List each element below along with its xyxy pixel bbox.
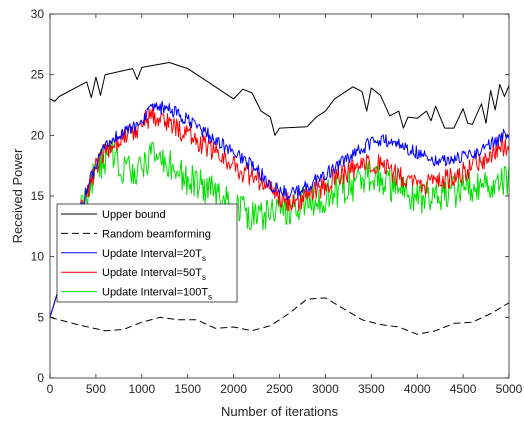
x-axis-label: Number of iterations xyxy=(221,404,339,419)
y-tick-label-2: 10 xyxy=(31,250,45,264)
series-line-2 xyxy=(49,100,510,318)
y-tick-label-1: 5 xyxy=(37,310,44,324)
legend-label-subscript-3: s xyxy=(202,273,206,282)
series-line-0 xyxy=(49,62,510,136)
series-line-1 xyxy=(49,297,510,335)
x-tick-label-1: 500 xyxy=(86,382,106,396)
x-tick-label-9: 4500 xyxy=(450,382,477,396)
x-tick-label-6: 3000 xyxy=(312,382,339,396)
ticks-layer: 0 500 1000 1500 2000 2500 3000 3500 4000 4500 5000… xyxy=(31,7,523,396)
legend-label-3: Update Interval=50Ts xyxy=(102,267,206,282)
legend: Upper bound Random beamforming Update Inte… xyxy=(56,203,238,303)
y-axis-label: Received Power xyxy=(10,148,25,243)
x-tick-label-8: 4000 xyxy=(404,382,431,396)
legend-label-0: Upper bound xyxy=(102,209,166,221)
x-tick-label-7: 3500 xyxy=(358,382,385,396)
x-tick-label-3: 1500 xyxy=(174,382,201,396)
y-tick-label-5: 25 xyxy=(31,68,45,82)
legend-label-1: Random beamforming xyxy=(102,228,211,240)
legend-label-subscript-2: s xyxy=(202,254,206,263)
y-tick-label-6: 30 xyxy=(31,7,45,21)
x-tick-label-2: 1000 xyxy=(128,382,155,396)
y-tick-label-0: 0 xyxy=(37,371,44,385)
legend-label-subscript-4: s xyxy=(208,293,212,302)
y-tick-label-4: 20 xyxy=(31,128,45,142)
legend-label-4: Update Interval=100Ts xyxy=(102,287,212,302)
x-tick-label-10: 5000 xyxy=(496,382,523,396)
x-tick-label-0: 0 xyxy=(47,382,54,396)
series-layer xyxy=(49,62,510,335)
y-tick-label-3: 15 xyxy=(31,189,45,203)
x-tick-label-4: 2000 xyxy=(220,382,247,396)
x-tick-label-5: 2500 xyxy=(266,382,293,396)
legend-label-2: Update Interval=20Ts xyxy=(102,248,206,263)
